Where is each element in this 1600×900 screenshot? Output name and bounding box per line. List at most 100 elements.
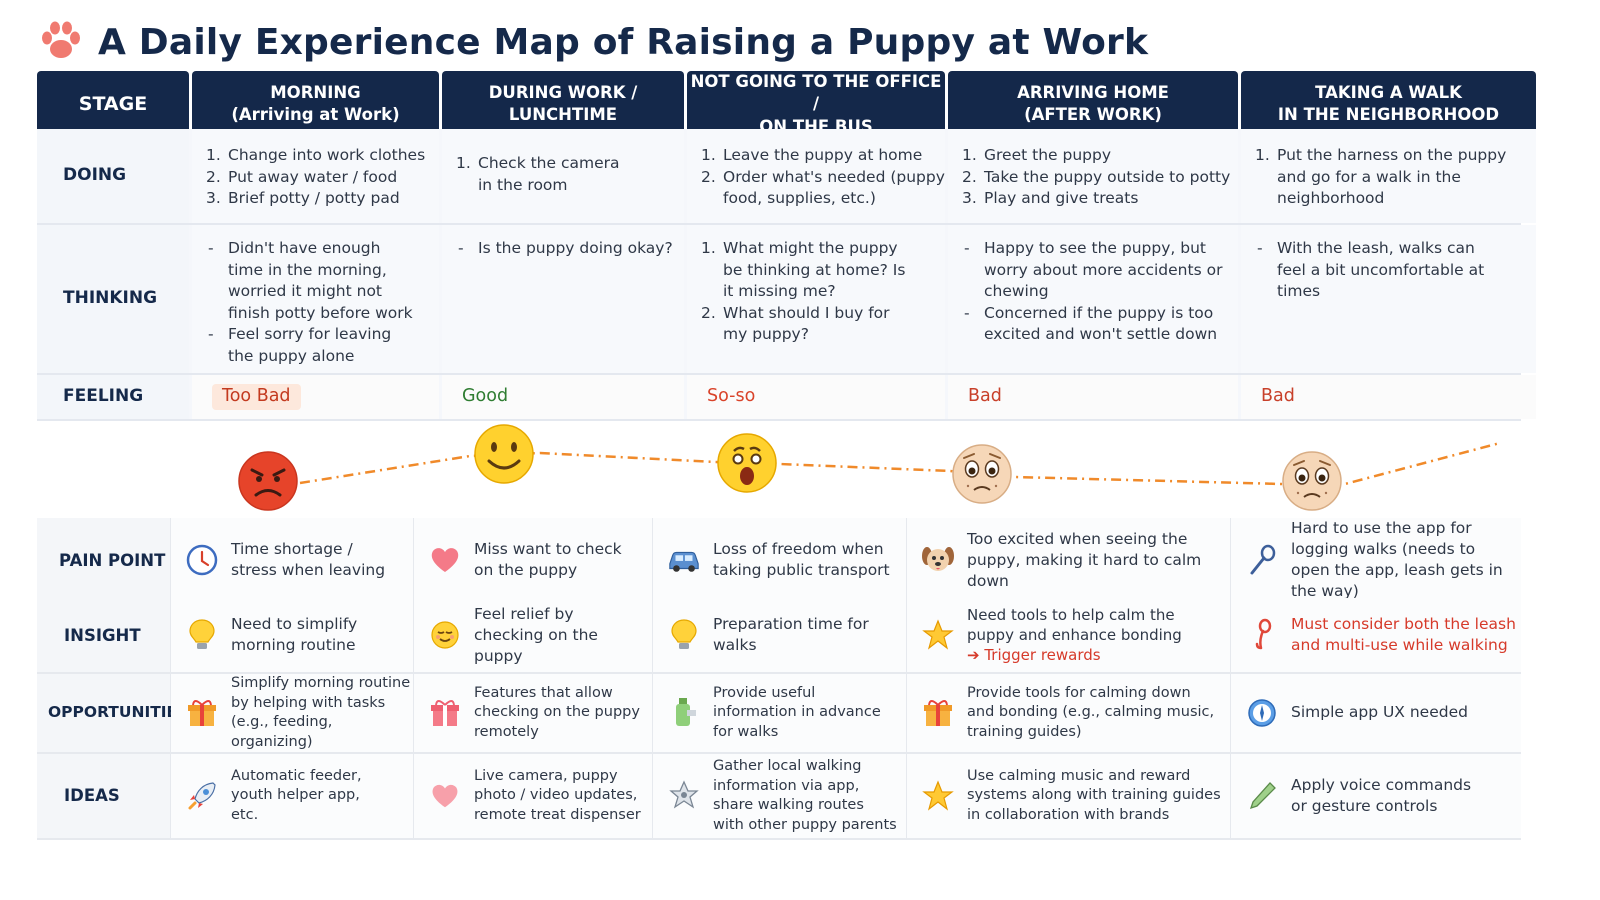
feeling-cell: Good [442,375,684,419]
list-item: Didn't have enough time in the morning, … [206,238,417,324]
heart-icon [428,779,462,813]
feeling-value: Bad [1261,386,1295,407]
stage-header-morning: MORNING (Arriving at Work) [192,71,439,138]
doing-row: DOING Change into work clothes Put away … [37,129,1536,225]
feeling-row: FEELING Too Bad Good So-so Bad Bad [37,375,1536,421]
feeling-cell: So-so [687,375,945,419]
trigger-rewards-note: ➔ Trigger rewards [967,646,1101,664]
opportunity-text: Features that allow checking on the pupp… [474,684,640,740]
doing-cell: Change into work clothes Put away water … [192,129,439,223]
badge-icon [667,779,701,813]
stage-header-home: ARRIVING HOME (AFTER WORK) [948,71,1238,138]
paw-icon [42,21,80,58]
page-title: A Daily Experience Map of Raising a Pupp… [98,21,1149,63]
list-item: Happy to see the puppy, but worry about … [962,238,1223,303]
gift-icon [185,696,219,730]
opportunity-cell: Features that allow checking on the pupp… [414,674,653,752]
insight-cell: Preparation time for walks [653,598,907,672]
heart-icon [428,543,462,577]
thinking-cell: Happy to see the puppy, but worry about … [948,225,1238,373]
list-item: What might the puppy be thinking at home… [701,238,917,303]
row-label-pain-point: PAIN POINT [37,518,171,602]
row-label-ideas: IDEAS [37,754,171,838]
worried-puppy-face-icon [952,444,1012,504]
list-item: Take the puppy outside to potty [962,167,1238,189]
star-icon [921,779,955,813]
stage-header-label: STAGE [37,71,189,138]
list-item: Check the camera in the room [456,153,632,196]
feeling-value: Bad [968,386,1002,407]
stage-header-bus: NOT GOING TO THE OFFICE / ON THE BUS [687,71,945,138]
pain-point-row: PAIN POINT Time shortage / stress when l… [37,518,1521,602]
list-item: Change into work clothes [206,145,439,167]
idea-text: Apply voice commands or gesture controls [1291,776,1472,815]
idea-text: Gather local walking information via app… [713,758,897,833]
insight-cell: Must consider both the leash and multi-u… [1231,598,1521,672]
insight-text-group: Need tools to help calm the puppy and en… [967,605,1217,665]
puppy-icon [921,543,955,577]
pain-point-cell: Loss of freedom when taking public trans… [653,518,907,602]
stage-subtitle: LUNCHTIME [508,105,618,125]
thinking-cell: Is the puppy doing okay? [442,225,684,373]
opportunity-cell: Simple app UX needed [1231,674,1521,752]
thinking-cell: What might the puppy be thinking at home… [687,225,945,373]
idea-text: Use calming music and reward systems alo… [967,767,1221,823]
list-item: Greet the puppy [962,145,1238,167]
opportunity-text: Provide useful information in advance fo… [713,684,881,740]
pain-point-cell: Time shortage / stress when leaving [171,518,414,602]
stage-subtitle: IN THE NEIGHBORHOOD [1277,105,1500,125]
insight-cell: Need to simplify morning routine [171,598,414,672]
row-label-opportunities: OPPORTUNITIES [37,674,188,752]
list-item: Brief potty / potty pad [206,188,439,210]
feeling-value: Good [462,386,509,407]
list-item: What should I buy for my puppy? [701,303,917,346]
relieved-face-icon [428,618,462,652]
feeling-value: Too Bad [212,384,301,410]
stage-header-walk: TAKING A WALK IN THE NEIGHBORHOOD [1241,71,1536,138]
pain-point-text: Too excited when seeing the puppy, makin… [967,529,1202,590]
list-item: Is the puppy doing okay? [456,238,684,260]
insight-cell: Need tools to help calm the puppy and en… [907,598,1231,672]
list-item: Feel sorry for leaving the puppy alone [206,324,417,367]
opportunity-text: Simplify morning routine by helping with… [231,675,411,750]
list-item: Order what's needed (puppy food, supplie… [701,167,945,210]
car-icon [667,543,701,577]
angry-face-icon [238,451,298,511]
idea-cell: Live camera, puppy photo / video updates… [414,754,653,838]
stage-header-lunch: DURING WORK / LUNCHTIME [442,71,684,138]
stage-title: ARRIVING HOME [1017,83,1169,103]
lightbulb-icon [667,618,701,652]
row-label-thinking: THINKING [37,225,189,373]
row-label-feeling: FEELING [37,375,189,419]
pain-point-text: Time shortage / stress when leaving [231,540,386,579]
insight-text: Must consider both the leash and multi-u… [1291,615,1516,654]
row-label-doing: DOING [37,129,189,223]
idea-cell: Use calming music and reward systems alo… [907,754,1231,838]
row-label-insight: INSIGHT [37,598,171,672]
list-item: With the leash, walks can feel a bit unc… [1255,238,1506,303]
stage-subtitle: (AFTER WORK) [1024,105,1162,125]
idea-cell: Gather local walking information via app… [653,754,907,838]
list-item: Put away water / food [206,167,439,189]
feeling-cell: Bad [948,375,1238,419]
pain-point-cell: Too excited when seeing the puppy, makin… [907,518,1231,602]
stage-title: DURING WORK / [488,83,638,103]
pain-point-text: Loss of freedom when taking public trans… [713,540,890,579]
idea-cell: Automatic feeder, youth helper app, etc. [171,754,414,838]
insight-cell: Feel relief by checking on the puppy [414,598,653,672]
pencil-icon [1245,779,1279,813]
worried-puppy-face-icon [1282,451,1342,511]
idea-cell: Apply voice commands or gesture controls [1231,754,1521,838]
list-item: Play and give treats [962,188,1238,210]
doing-cell: Leave the puppy at home Order what's nee… [687,129,945,223]
idea-text: Automatic feeder, youth helper app, etc. [231,767,362,823]
stage-title: TAKING A WALK [1315,83,1462,103]
pain-point-cell: Hard to use the app for logging walks (n… [1231,518,1521,602]
bottle-icon [667,696,701,730]
insight-row: INSIGHT Need to simplify morning routine… [37,598,1521,674]
insight-text: Need tools to help calm the puppy and en… [967,606,1182,644]
doing-cell: Put the harness on the puppy and go for … [1241,129,1536,223]
stage-title: MORNING [270,83,361,103]
insight-text: Preparation time for walks [713,615,869,654]
experience-table-bottom: PAIN POINT Time shortage / stress when l… [37,518,1521,840]
